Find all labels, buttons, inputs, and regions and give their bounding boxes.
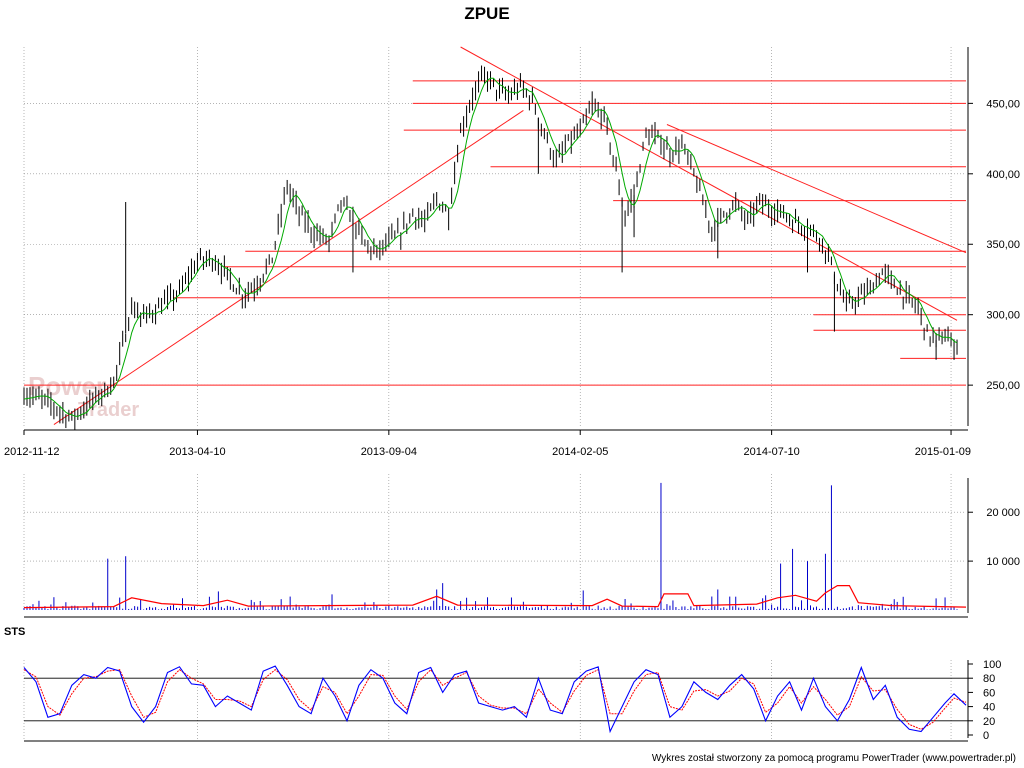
indicator-tick-label-1: 20 bbox=[983, 716, 995, 728]
stochastic-k-line bbox=[23, 665, 967, 734]
chart-title: ZPUE bbox=[464, 4, 509, 23]
price-tick-label-2: 350,00 bbox=[986, 239, 1020, 251]
price-tick-label-3: 400,00 bbox=[986, 169, 1020, 181]
price-tick-label-0: 250,00 bbox=[986, 380, 1020, 392]
trendline-2 bbox=[666, 124, 967, 254]
indicator-label: STS bbox=[4, 626, 25, 638]
price-tick-label-4: 450,00 bbox=[986, 98, 1020, 110]
footer-credit: Wykres został stworzony za pomocą progra… bbox=[652, 753, 1016, 764]
date-tick-label-0: 2012-11-12 bbox=[4, 446, 59, 458]
indicator-tick-label-2: 40 bbox=[983, 702, 995, 714]
volume-tick-label-0: 10 000 bbox=[986, 556, 1020, 568]
price-axis-ticks: 250,00 300,00 350,00 400,00 450,00 bbox=[968, 98, 1020, 392]
panel-frames bbox=[24, 47, 969, 742]
date-axis-ticks: 2012-11-12 2013-04-10 2013-09-04 2014-02-05… bbox=[4, 430, 971, 458]
indicator-tick-label-4: 80 bbox=[983, 673, 995, 685]
date-tick-label-5: 2015-01-09 bbox=[915, 446, 971, 458]
date-tick-label-4: 2014-07-10 bbox=[743, 446, 799, 458]
volume-average-line bbox=[23, 585, 967, 609]
indicator-tick-label-5: 100 bbox=[983, 659, 1001, 671]
indicator-tick-label-3: 60 bbox=[983, 687, 995, 699]
indicator-axis-ticks: 0 20 40 60 80 100 bbox=[968, 659, 1001, 742]
date-tick-label-1: 2013-04-10 bbox=[169, 446, 225, 458]
volume-average bbox=[23, 585, 967, 609]
date-tick-label-3: 2014-02-05 bbox=[552, 446, 608, 458]
volume-axis-ticks: 10 000 20 000 bbox=[968, 507, 1020, 568]
trendline-1 bbox=[460, 46, 958, 321]
price-tick-label-1: 300,00 bbox=[986, 310, 1020, 322]
stochastic-d-line bbox=[23, 668, 967, 730]
trendlines bbox=[53, 46, 967, 426]
date-tick-label-2: 2013-09-04 bbox=[361, 446, 417, 458]
trendline-0 bbox=[53, 109, 524, 426]
moving-average bbox=[23, 77, 958, 417]
moving-average-line bbox=[23, 77, 958, 417]
indicator-reference-lines bbox=[24, 677, 968, 722]
volume-tick-label-1: 20 000 bbox=[986, 507, 1020, 519]
stochastic-lines bbox=[23, 665, 967, 734]
indicator-tick-label-0: 0 bbox=[983, 730, 989, 742]
support-resistance-levels bbox=[24, 80, 966, 386]
price-candles bbox=[23, 65, 958, 430]
